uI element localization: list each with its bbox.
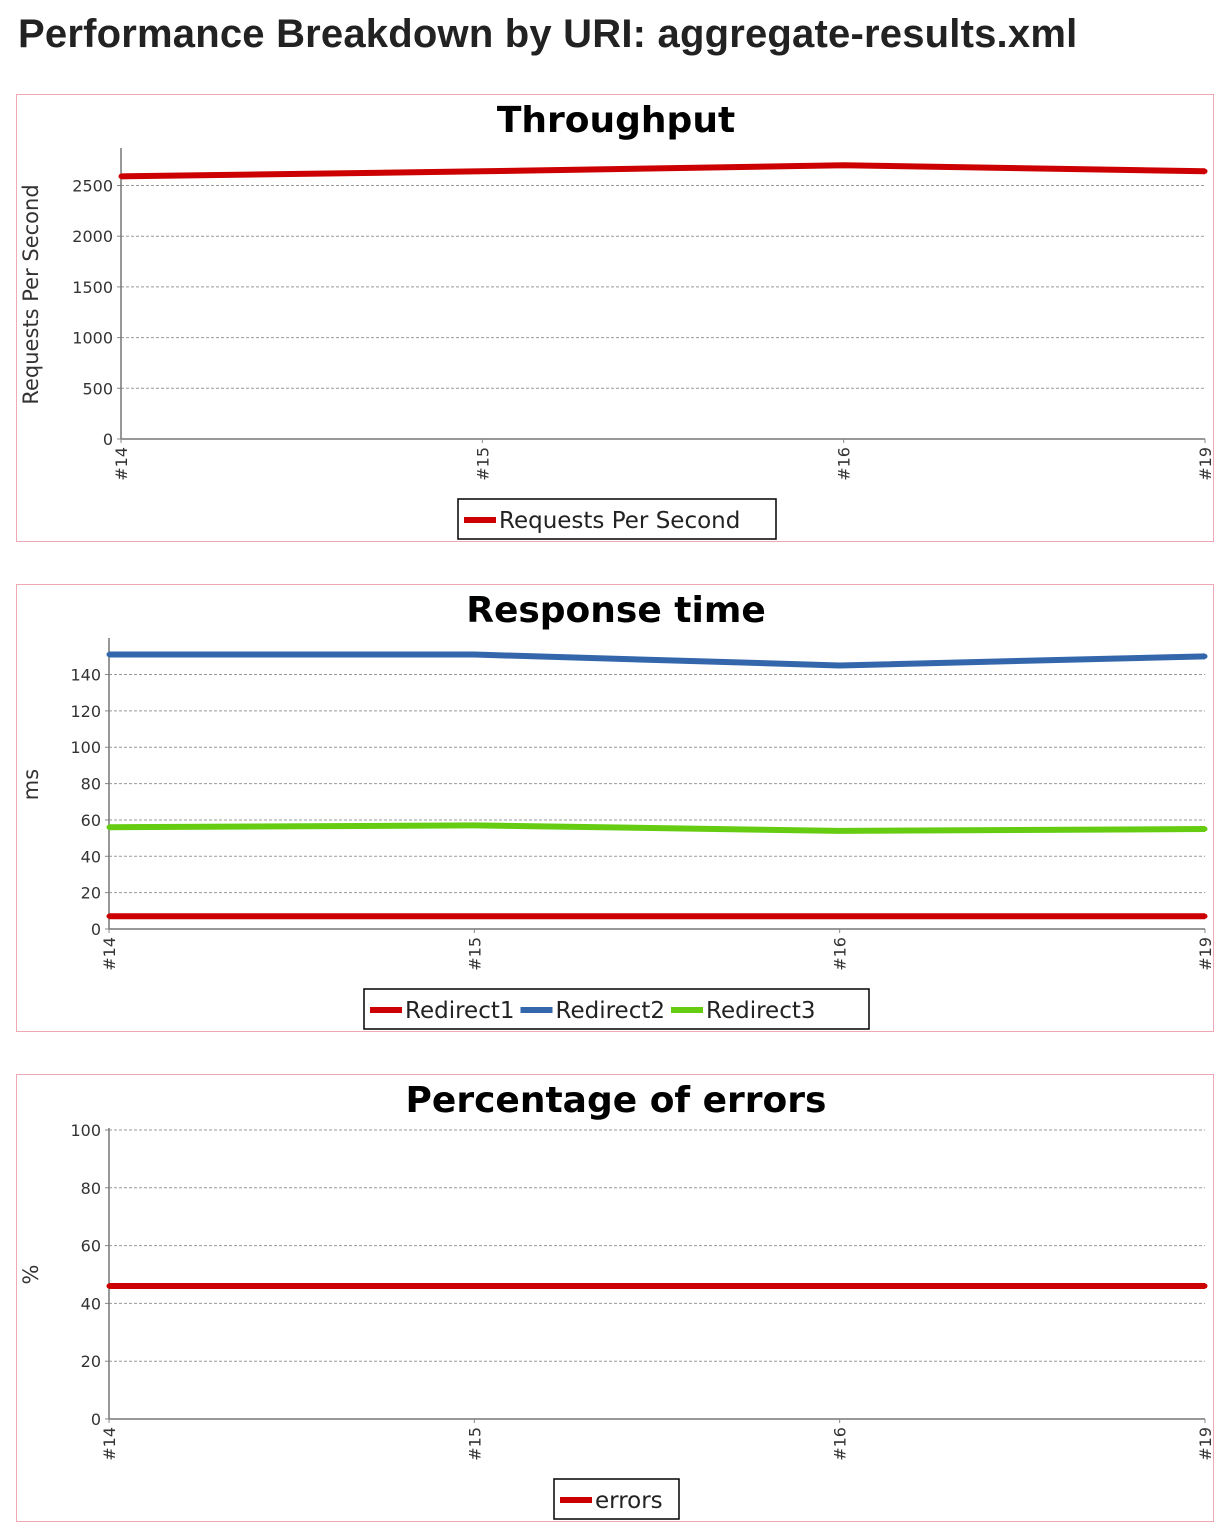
y-tick-label: 100 (70, 738, 101, 757)
data-point-redirect2 (1202, 653, 1208, 659)
throughput-legend (457, 498, 777, 540)
data-point-errors (106, 1283, 112, 1289)
y-tick-label: 500 (82, 379, 113, 398)
response-time-legend (363, 988, 870, 1030)
legend-label-requests-per-second: Requests Per Second (499, 508, 740, 534)
y-tick-label: 140 (70, 666, 101, 685)
y-tick-label: 0 (103, 430, 113, 449)
data-point-redirect2 (837, 662, 843, 668)
x-tick-label: #15 (465, 937, 484, 971)
x-tick-label: #19 (1196, 447, 1215, 481)
x-tick-label: #14 (100, 937, 119, 971)
data-point-redirect2 (471, 652, 477, 658)
throughput-chart-panel: Throughput Requests Per Second 0 500 1000 150… (16, 94, 1215, 542)
series-line-redirect2 (109, 651, 1206, 669)
data-point-redirect2 (106, 652, 112, 658)
throughput-y-axis-label: Requests Per Second (19, 184, 43, 404)
y-tick-label: 20 (81, 1352, 101, 1371)
data-point-requests-per-second (118, 173, 124, 179)
legend-label-redirect2: Redirect2 (556, 998, 666, 1024)
data-point-redirect3 (471, 822, 477, 828)
x-tick-label: #14 (100, 1427, 119, 1461)
y-tick-label: 60 (81, 1237, 101, 1256)
data-point-redirect3 (106, 824, 112, 830)
series-line-requests-per-second (120, 162, 1206, 180)
y-tick-label: 80 (81, 775, 101, 794)
page-title: Performance Breakdown by URI: aggregate-… (18, 12, 1078, 56)
y-tick-label: 40 (81, 1294, 101, 1313)
data-point-errors (1202, 1283, 1208, 1289)
errors-chart-panel: Percentage of errors% 0 20 40 60 80 100 #14 #15 #… (16, 1074, 1215, 1522)
response-time-chart: Response time ms 0 20 40 60 80 100 120 140 #14 #15 #… (19, 590, 1215, 1030)
y-tick-label: 80 (81, 1179, 101, 1198)
response-time-y-axis-label: ms (19, 769, 43, 800)
series-line-redirect3 (108, 822, 1206, 834)
y-tick-label: 20 (81, 884, 101, 903)
x-tick-label: #16 (831, 1427, 850, 1461)
data-point-redirect1 (1202, 913, 1208, 919)
data-point-redirect1 (471, 913, 477, 919)
y-tick-label: 0 (91, 1410, 101, 1429)
y-tick-label: 100 (70, 1121, 101, 1140)
legend-label-errors: errors (595, 1488, 663, 1514)
data-point-redirect3 (837, 828, 843, 834)
data-point-requests-per-second (841, 162, 847, 168)
throughput-title: Throughput (497, 100, 735, 141)
percentage-of-errors-title: Percentage of errors (406, 1080, 827, 1121)
y-tick-label: 40 (81, 847, 101, 866)
data-point-redirect3 (1202, 826, 1208, 832)
data-point-errors (471, 1283, 477, 1289)
y-tick-label: 0 (91, 920, 101, 939)
percentage-of-errors-y-axis-label: % (19, 1265, 43, 1285)
y-tick-label: 2500 (72, 176, 113, 195)
y-tick-label: 2000 (72, 227, 113, 246)
response-time-chart-panel: Response time ms 0 20 40 60 80 100 120 140 #14 #15 #… (16, 584, 1215, 1032)
x-tick-label: #16 (835, 447, 854, 481)
data-point-requests-per-second (479, 168, 485, 174)
errors-chart: Percentage of errors% 0 20 40 60 80 100 #14 #15 #… (19, 1080, 1215, 1520)
x-tick-label: #19 (1196, 1427, 1215, 1461)
y-tick-label: 60 (81, 811, 101, 830)
x-tick-label: #19 (1196, 937, 1215, 971)
data-point-requests-per-second (1202, 168, 1208, 174)
throughput-chart: Throughput Requests Per Second 0 500 1000 150… (19, 100, 1215, 540)
x-tick-label: #16 (831, 937, 850, 971)
x-tick-label: #15 (465, 1427, 484, 1461)
data-point-redirect1 (837, 913, 843, 919)
data-point-redirect1 (106, 913, 112, 919)
data-point-errors (837, 1283, 843, 1289)
legend-label-redirect3: Redirect3 (706, 998, 816, 1024)
response-time-title: Response time (466, 590, 766, 631)
legend-label-redirect1: Redirect1 (405, 998, 515, 1024)
y-tick-label: 120 (70, 702, 101, 721)
y-tick-label: 1000 (72, 329, 113, 348)
x-tick-label: #14 (112, 447, 131, 481)
x-tick-label: #15 (473, 447, 492, 481)
y-tick-label: 1500 (72, 278, 113, 297)
